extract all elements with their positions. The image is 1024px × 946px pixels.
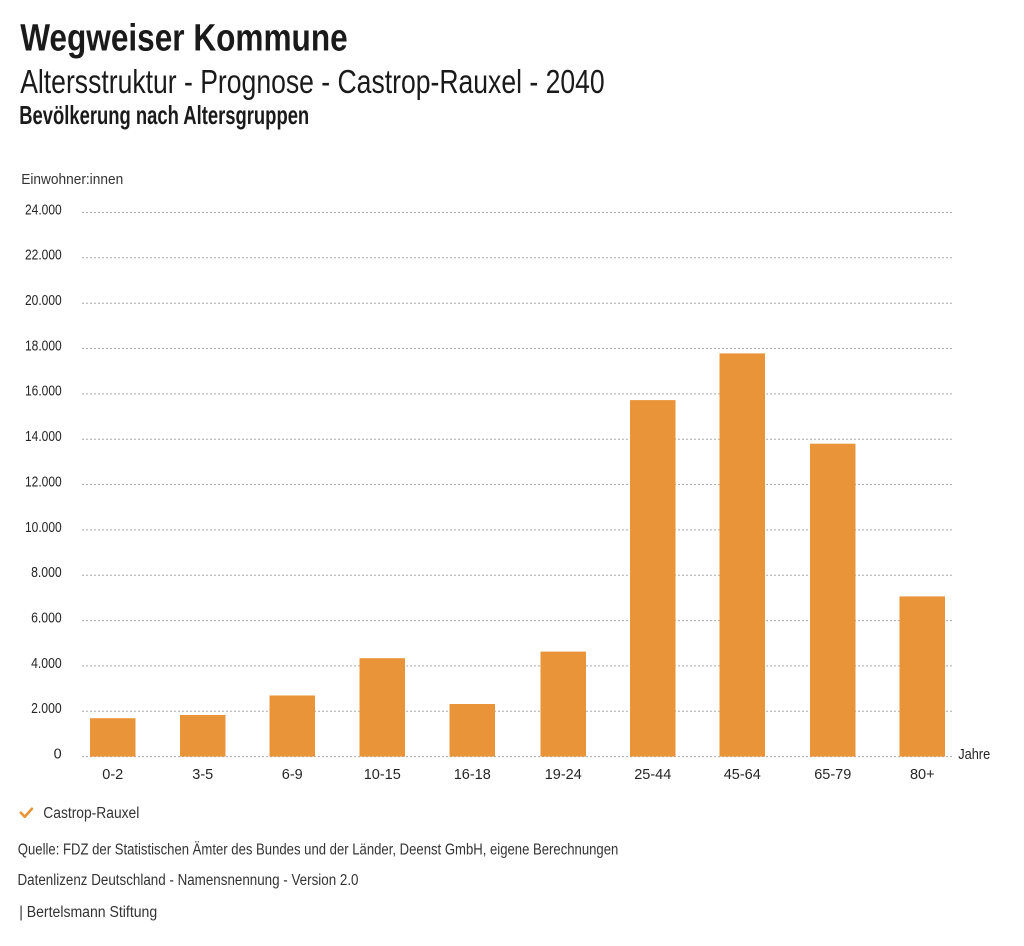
svg-text:8.000: 8.000 [31,565,62,581]
svg-text:0: 0 [54,747,62,763]
svg-text:Bevölkerung nach Altersgruppen: Bevölkerung nach Altersgruppen [19,100,309,130]
svg-text:Einwohner:innen: Einwohner:innen [21,171,123,188]
svg-text:22.000: 22.000 [25,248,62,264]
svg-text:6-9: 6-9 [282,767,303,783]
svg-text:Datenlizenz Deutschland - Name: Datenlizenz Deutschland - Namensnennung … [18,872,359,889]
svg-text:12.000: 12.000 [25,474,62,490]
svg-text:25-44: 25-44 [634,767,671,783]
svg-text:Jahre: Jahre [958,746,990,763]
svg-text:16.000: 16.000 [25,384,62,400]
svg-text:Altersstruktur - Prognose - Ca: Altersstruktur - Prognose - Castrop-Raux… [20,63,605,100]
svg-text:Castrop-Rauxel: Castrop-Rauxel [43,805,139,822]
svg-text:10-15: 10-15 [364,767,401,783]
svg-text:Quelle: FDZ der Statistischen: Quelle: FDZ der Statistischen Ämter des … [18,842,619,859]
svg-text:| Bertelsmann Stiftung: | Bertelsmann Stiftung [19,904,157,921]
svg-text:65-79: 65-79 [814,767,851,783]
svg-text:24.000: 24.000 [25,202,62,218]
svg-text:20.000: 20.000 [25,293,62,309]
svg-text:80+: 80+ [910,767,935,783]
svg-text:14.000: 14.000 [25,429,62,445]
svg-text:18.000: 18.000 [25,338,62,354]
svg-text:3-5: 3-5 [192,767,213,783]
svg-text:Wegweiser Kommune: Wegweiser Kommune [20,18,348,60]
svg-text:19-24: 19-24 [545,767,582,783]
svg-text:10.000: 10.000 [25,520,62,536]
svg-text:45-64: 45-64 [724,767,761,783]
svg-text:2.000: 2.000 [31,701,62,717]
svg-text:4.000: 4.000 [31,656,62,672]
svg-text:6.000: 6.000 [31,611,62,627]
svg-text:0-2: 0-2 [102,767,123,783]
svg-text:16-18: 16-18 [454,767,491,783]
